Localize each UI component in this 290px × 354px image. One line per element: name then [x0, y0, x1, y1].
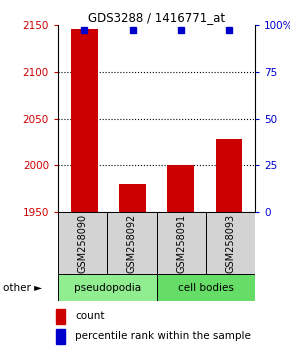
- Bar: [58, 212, 107, 274]
- Bar: [56, 309, 65, 324]
- Text: count: count: [75, 311, 105, 321]
- Text: GSM258093: GSM258093: [226, 214, 235, 273]
- Bar: [206, 212, 255, 274]
- Text: GSM258092: GSM258092: [127, 214, 137, 273]
- Text: GSM258090: GSM258090: [78, 214, 88, 273]
- Title: GDS3288 / 1416771_at: GDS3288 / 1416771_at: [88, 11, 225, 24]
- Text: percentile rank within the sample: percentile rank within the sample: [75, 331, 251, 341]
- Bar: [167, 165, 194, 212]
- Bar: [119, 184, 146, 212]
- Bar: [157, 274, 255, 301]
- Bar: [107, 212, 157, 274]
- Bar: [71, 29, 98, 212]
- Text: pseudopodia: pseudopodia: [74, 282, 141, 293]
- Text: other ►: other ►: [3, 282, 42, 293]
- Text: GSM258091: GSM258091: [176, 214, 186, 273]
- Bar: [58, 274, 157, 301]
- Bar: [157, 212, 206, 274]
- Bar: [215, 139, 242, 212]
- Text: cell bodies: cell bodies: [178, 282, 234, 293]
- Bar: [56, 329, 65, 343]
